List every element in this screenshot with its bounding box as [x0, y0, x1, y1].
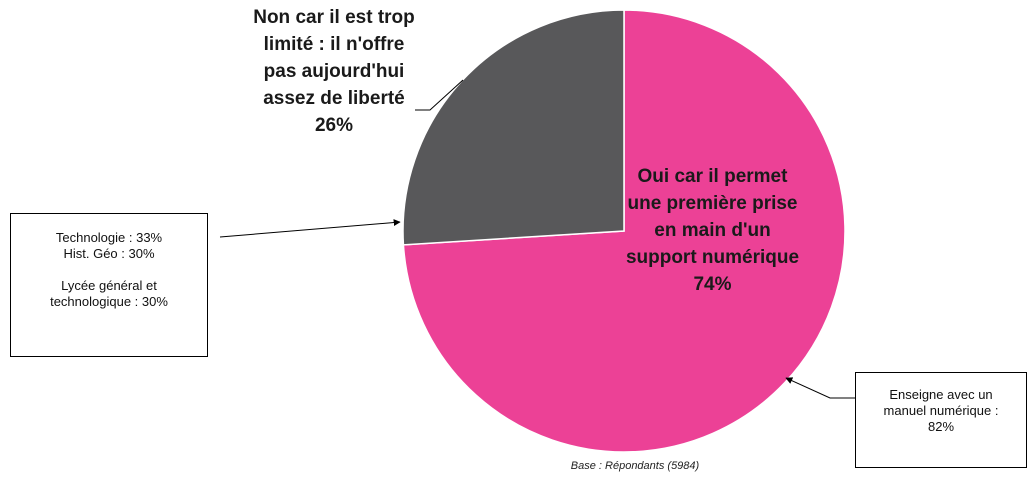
leader-line: [415, 79, 464, 111]
slice-value: 74%: [693, 274, 732, 295]
slice-category: Non car il est trop limité : il n'offre …: [253, 7, 415, 109]
arrow: [785, 377, 855, 399]
annotation-box: Technologie : 33% Hist. Géo : 30% Lycée …: [10, 213, 208, 357]
slice-value: 26%: [314, 115, 354, 136]
annotation-box: Enseigne avec un manuel numérique : 82%: [855, 372, 1027, 468]
annotation-line: Lycée général et technologique : 30%: [50, 278, 168, 309]
pie-slice: [402, 9, 625, 246]
slice-label: Non car il est trop limité : il n'offre …: [248, 4, 420, 139]
slice-label: Oui car il permet une première prise en …: [625, 163, 800, 298]
annotation-line: Enseigne avec un manuel numérique : 82%: [883, 387, 999, 434]
footnote: Base : Répondants (5984): [570, 460, 700, 472]
annotation-line: Hist. Géo : 30%: [63, 246, 155, 261]
slice-category: Oui car il permet une première prise en …: [625, 166, 800, 268]
annotation-line: Technologie : 33%: [55, 230, 163, 245]
arrow: [219, 219, 401, 238]
